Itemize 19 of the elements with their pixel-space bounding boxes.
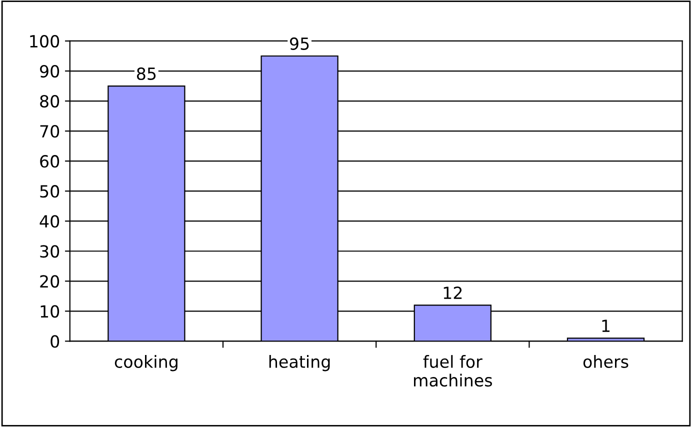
y-tick-label: 50 [40, 185, 60, 198]
y-tick-label: 100 [30, 34, 60, 48]
x-tick-label: heating [269, 355, 330, 372]
data-label: 12 [444, 286, 462, 299]
y-tick-label: 10 [40, 305, 60, 318]
y-tick-label: 20 [40, 275, 60, 288]
y-tick-label: 0 [50, 335, 60, 348]
data-label: 95 [290, 37, 309, 50]
y-tick-label: 70 [40, 125, 60, 138]
x-tick-label: ohers [583, 355, 628, 368]
x-tick-label: cooking [114, 355, 178, 372]
data-label: 1 [602, 320, 610, 332]
y-tick-label: 60 [40, 155, 60, 168]
y-tick-label: 40 [40, 215, 60, 228]
data-label: 85 [136, 67, 156, 80]
x-tick-label: fuel for machines [414, 355, 492, 387]
y-tick-label: 90 [40, 64, 60, 78]
y-tick-label: 30 [40, 245, 60, 258]
y-tick-label: 80 [40, 94, 60, 108]
